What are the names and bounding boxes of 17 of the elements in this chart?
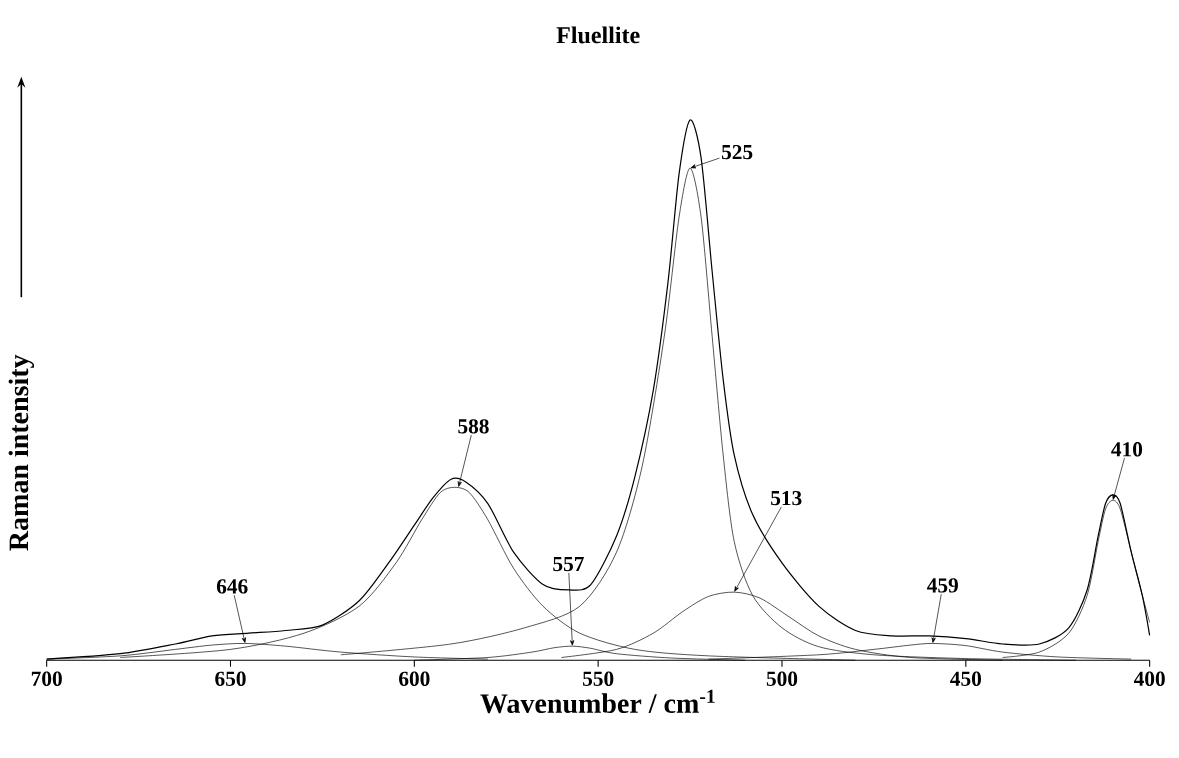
x-tick-label: 600 <box>399 671 430 687</box>
y-axis-title: Raman intensity <box>8 354 35 551</box>
annotation: 588 <box>458 419 489 434</box>
annotation: 525 <box>721 145 753 160</box>
x-tick-label: 450 <box>950 671 981 687</box>
x-tick-label: 400 <box>1133 671 1165 687</box>
x-tick-label: 700 <box>31 671 62 687</box>
chart-title: Fluellite <box>556 26 640 44</box>
annotation: 557 <box>553 557 584 572</box>
x-tick-label: 650 <box>215 671 246 687</box>
annotation: 410 <box>1111 442 1143 457</box>
x-tick-label: 550 <box>583 671 614 687</box>
annotation: 513 <box>771 491 802 506</box>
annotation: 646 <box>216 579 248 594</box>
x-axis-title: Wavenumber / cm$^{-1}$ <box>480 690 715 714</box>
annotation: 459 <box>927 578 958 593</box>
x-tick-label: 500 <box>766 671 798 687</box>
